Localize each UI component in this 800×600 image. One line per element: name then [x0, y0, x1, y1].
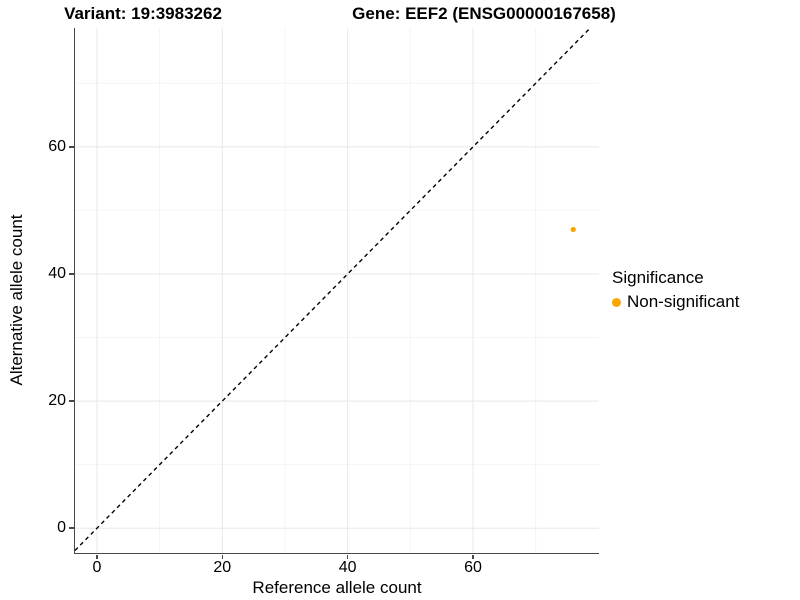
- y-axis-tick-label: 60: [48, 137, 66, 155]
- x-axis-tick: [96, 554, 98, 559]
- y-axis-tick-label: 0: [57, 519, 66, 537]
- y-axis-tick-label: 20: [48, 392, 66, 410]
- y-axis-tick: [69, 273, 74, 275]
- x-axis-tick-label: 20: [213, 559, 232, 576]
- x-axis-tick: [221, 554, 224, 559]
- y-axis-tick-label: 40: [48, 264, 66, 282]
- y-axis-tick: [69, 527, 74, 529]
- y-axis-title: Alternative allele count: [7, 214, 26, 386]
- x-axis-tick: [472, 554, 474, 559]
- y-axis-tick: [69, 400, 74, 402]
- gene-title: Gene: EEF2 (ENSG00000167658): [352, 4, 616, 23]
- x-axis-tick-label: 0: [92, 559, 102, 576]
- legend-point-icon: [612, 297, 621, 307]
- x-axis-tick-label: 60: [464, 559, 482, 576]
- x-axis-tick-label: 40: [338, 559, 357, 576]
- legend-item-non-significant: Non-significant: [612, 292, 739, 312]
- plot-panel: [73, 28, 599, 554]
- y-axis-tick: [69, 146, 74, 148]
- legend-item-label: Non-significant: [627, 292, 740, 311]
- legend-title: Significance: [612, 268, 704, 287]
- x-axis-title: Reference allele count: [252, 578, 422, 597]
- x-axis-tick: [346, 554, 349, 559]
- data-point: [570, 226, 576, 233]
- scatter-plot-canvas: [74, 28, 599, 553]
- legend: Significance Non-significant: [612, 267, 739, 312]
- variant-title: Variant: 19:3983262: [64, 4, 222, 23]
